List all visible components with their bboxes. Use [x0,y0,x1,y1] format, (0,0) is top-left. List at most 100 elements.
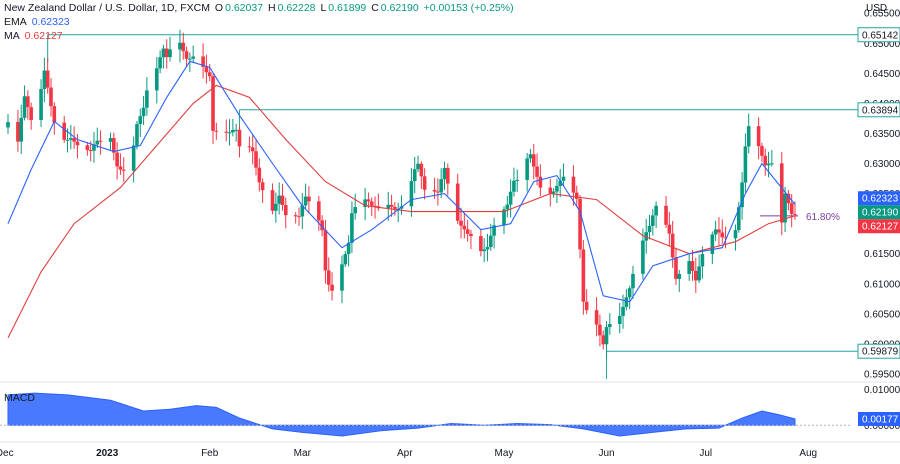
candle-body [479,236,483,252]
legend-macd: MACD [4,392,37,405]
candle-body [158,57,162,69]
candle-body [512,180,516,192]
candle-body [548,187,553,194]
candle-body [270,190,275,211]
candle-body [455,183,460,221]
level-tag-label: 0.59879 [862,347,899,358]
candle-body [131,145,136,171]
level-tag-label: 0.65142 [862,30,899,41]
candle-body [723,237,728,239]
candle-body [710,234,715,254]
candle-body [574,192,579,199]
candle-body [571,176,576,193]
candle-body [363,199,367,207]
candle-body [502,209,506,226]
candle-body [247,146,252,148]
candle-body [211,76,215,131]
x-tick-label: May [495,448,514,459]
candle-body [161,48,166,58]
candle-body [786,193,791,204]
candle-body [72,138,76,142]
open-label: O [214,2,224,14]
macd-area [7,392,796,437]
candle-body [733,230,738,239]
price-tag-label: 0.62190 [862,208,899,219]
candle-body [145,90,149,108]
candle-body [181,42,186,52]
x-tick-label: Jun [598,448,614,459]
candle-body [482,249,486,252]
candle-body [250,147,255,152]
candle-body [445,167,450,184]
level-tag-box [857,343,900,359]
candle-body [85,145,90,151]
candle-body [19,117,24,142]
candle-body [525,158,529,180]
candle-body [26,96,30,108]
candle-body [558,180,563,186]
candle-body [254,151,258,168]
candle-body [789,203,794,215]
candle-body [617,315,622,325]
candle-body [155,68,159,91]
candle-body [621,306,625,316]
candle-body [393,206,397,209]
candle-body [793,214,797,216]
candle-body [277,195,281,204]
open-value: 0.62037 [225,2,264,14]
moving-average-lines [7,60,796,339]
candle-body [121,169,126,171]
candle-body [641,240,645,274]
candle-body [353,206,358,214]
candle-body [416,163,420,170]
candle-body [746,126,751,147]
candle-body [531,154,536,167]
price-tags: 0.65142 0.63894 0.59879 0.00177 0.62323 0.621… [857,27,900,426]
candle-body [717,229,721,233]
candle-body [283,205,288,216]
candle-body [783,193,787,223]
candle-body [442,167,447,180]
candle-body [184,51,189,59]
candle-body [627,288,632,298]
candle-body [555,185,559,192]
candle-body [670,233,675,258]
close-value: 0.62190 [380,2,419,14]
candle-body [320,220,324,231]
macd-y-tick-label: 0.01000 [864,385,900,396]
y-tick-label: 0.61000 [864,279,900,290]
high-value: 0.62228 [277,2,316,14]
candle-body [16,122,20,142]
candle-body [224,131,229,133]
ema-value: 0.62323 [31,16,70,28]
candle-body [168,49,172,58]
candle-body [164,48,169,58]
candle-body [42,70,47,90]
candle-body [713,229,718,235]
candle-body [88,150,93,152]
candle-body [373,205,377,207]
candle-body [369,201,374,206]
candle-body [770,163,774,165]
fib-label: 61.80% [806,212,840,223]
candle-body [528,154,533,159]
candle-body [419,163,424,177]
candle-body [515,179,520,181]
y-tick-label: 0.63500 [864,129,900,140]
candle-body [763,155,768,166]
candle-body [690,261,695,271]
candle-body [52,106,57,123]
candle-body [317,201,321,221]
candle-body [488,235,493,248]
candle-body [138,116,143,125]
candle-body [6,122,10,128]
candle-body [535,166,539,177]
candle-body [667,224,672,234]
candle-body [654,205,658,216]
candle-body [201,56,205,67]
candle-body [651,215,655,226]
candle-body [323,230,328,271]
candle-body [743,146,748,183]
candle-body [29,107,33,120]
candle-body [578,198,582,250]
